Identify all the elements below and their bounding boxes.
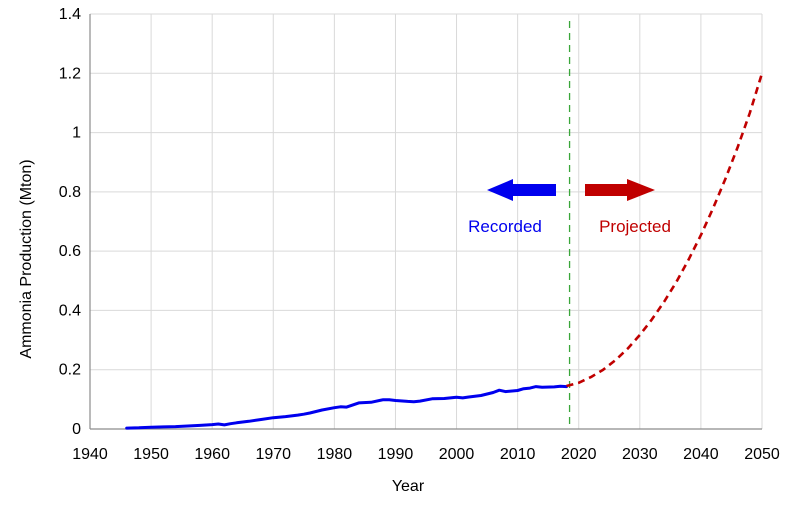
y-tick-label: 1 (72, 125, 81, 142)
recorded-label: Recorded (468, 217, 542, 236)
x-tick-label: 1940 (72, 446, 108, 463)
arrow-right-icon (585, 179, 655, 201)
series-line-recorded (125, 384, 568, 430)
x-tick-label: 2000 (439, 446, 475, 463)
y-tick-label: 0.4 (59, 302, 81, 319)
x-tick-label: 2020 (561, 446, 597, 463)
x-tick-label: 2040 (683, 446, 719, 463)
x-tick-label: 1970 (255, 446, 291, 463)
y-tick-label: 0.6 (59, 243, 81, 260)
x-tick-label: 2030 (622, 446, 658, 463)
y-tick-label: 1.2 (59, 65, 81, 82)
x-tick-label: 1990 (378, 446, 414, 463)
y-tick-label: 0 (72, 421, 81, 438)
axes (89, 14, 762, 430)
y-axis-title: Ammonia Production (Mton) (18, 159, 35, 358)
x-axis-title: Year (392, 478, 425, 495)
y-tick-label: 0.2 (59, 362, 81, 379)
arrow-left-icon (487, 179, 556, 201)
series-line-projected (566, 72, 764, 388)
projected-label: Projected (599, 217, 671, 236)
x-tick-label: 1980 (317, 446, 353, 463)
series (125, 72, 764, 430)
y-tick-label: 0.8 (59, 184, 81, 201)
y-tick-label: 1.4 (59, 6, 81, 23)
x-tick-label: 1950 (133, 446, 169, 463)
x-tick-label: 1960 (194, 446, 230, 463)
tick-labels: 1940 1950 1960 1970 1980 1990 2000 2010 2020 2030… (59, 6, 780, 463)
x-tick-label: 2050 (744, 446, 780, 463)
x-tick-label: 2010 (500, 446, 536, 463)
